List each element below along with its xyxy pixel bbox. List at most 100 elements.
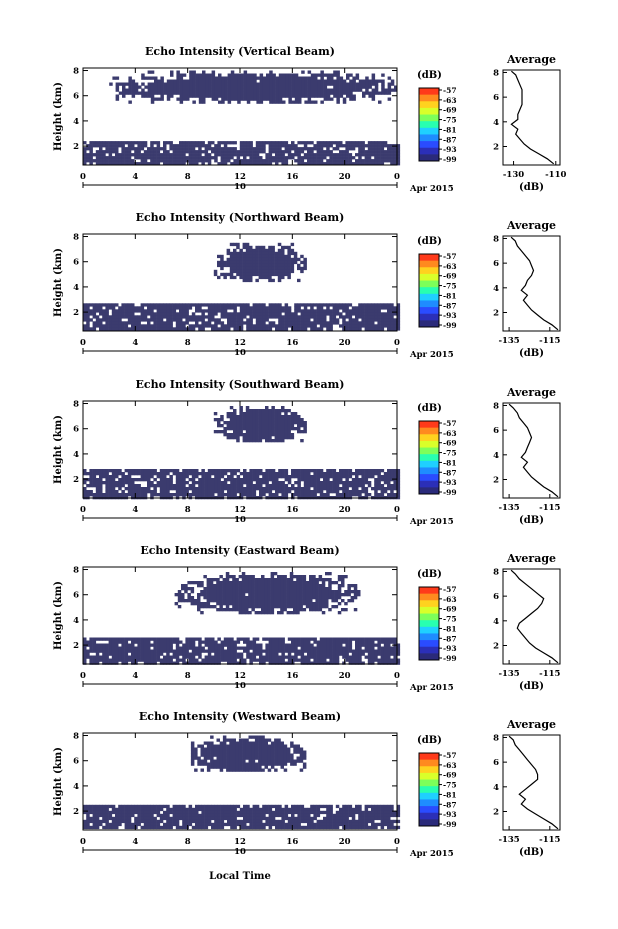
echo-cell <box>156 312 161 316</box>
echo-cell <box>102 324 106 328</box>
echo-cell <box>371 487 375 491</box>
echo-cell <box>147 324 151 328</box>
echo-cell <box>345 637 349 641</box>
echo-cell <box>307 97 312 101</box>
echo-cell <box>243 303 247 307</box>
echo-cell <box>163 85 168 89</box>
echo-cell <box>396 472 401 476</box>
echo-cell <box>274 421 279 425</box>
echo-cell <box>182 646 186 650</box>
echo-cell <box>253 97 257 101</box>
echo-cell <box>213 605 217 609</box>
echo-cell <box>230 156 234 160</box>
echo-cell <box>284 321 289 325</box>
echo-cell <box>339 481 343 485</box>
echo-cell <box>153 658 157 662</box>
echo-cell <box>300 472 305 476</box>
echo-cell <box>387 493 391 497</box>
echo-cell <box>310 643 314 647</box>
echo-cell <box>387 481 391 485</box>
echo-cell <box>211 661 215 665</box>
echo-cell <box>383 475 388 479</box>
echo-cell <box>278 472 282 476</box>
echo-cell <box>270 581 275 585</box>
echo-cell <box>105 312 109 316</box>
echo-cell <box>358 324 362 328</box>
echo-cell <box>257 584 262 588</box>
echo-cell <box>358 312 362 316</box>
echo-cell <box>275 100 280 104</box>
echo-cell <box>316 144 321 148</box>
echo-cell <box>278 141 282 145</box>
echo-cell <box>393 478 397 482</box>
echo-cell <box>159 153 164 157</box>
echo-cell <box>285 88 289 92</box>
echo-cell <box>223 484 228 488</box>
echo-cell <box>229 581 233 585</box>
echo-cell <box>92 472 97 476</box>
echo-cell <box>95 481 100 485</box>
echo-cell <box>179 156 183 160</box>
echo-cell <box>192 70 196 74</box>
echo-cell <box>305 587 310 591</box>
echo-cell <box>254 602 259 606</box>
echo-cell <box>163 141 167 145</box>
echo-cell <box>283 599 287 603</box>
echo-cell <box>195 150 199 154</box>
echo-cell <box>95 643 100 647</box>
echo-cell <box>147 643 151 647</box>
echo-cell <box>173 88 177 92</box>
echo-cell <box>268 436 272 440</box>
echo-cell <box>217 658 221 662</box>
echo-cell <box>277 602 281 606</box>
echo-cell <box>122 82 126 86</box>
echo-cell <box>396 652 401 656</box>
echo-cell <box>261 599 265 603</box>
echo-cell <box>271 487 276 491</box>
echo-cell <box>390 475 394 479</box>
echo-cell <box>223 658 228 662</box>
echo-cell <box>320 88 324 92</box>
echo-cell <box>242 266 247 271</box>
echo-cell <box>182 315 186 319</box>
echo-cell <box>216 593 220 597</box>
echo-cell <box>299 581 303 585</box>
echo-cell <box>297 147 301 151</box>
echo-cell <box>214 661 218 665</box>
echo-cell <box>339 76 344 80</box>
echo-cell <box>349 82 353 86</box>
echo-cell <box>134 487 138 491</box>
echo-cell <box>305 605 310 609</box>
echo-cell <box>319 303 324 307</box>
echo-cell <box>229 275 234 280</box>
echo-cell <box>273 605 278 609</box>
echo-cell <box>348 162 353 166</box>
echo-cell <box>316 159 321 163</box>
echo-cell <box>261 608 265 612</box>
echo-cell <box>140 490 145 494</box>
echo-cell <box>207 324 212 328</box>
echo-cell <box>222 596 227 600</box>
echo-cell <box>387 85 392 89</box>
echo-cell <box>233 415 237 419</box>
echo-cell <box>274 412 279 416</box>
echo-cell <box>310 652 314 656</box>
echo-cell <box>105 315 109 319</box>
echo-cell <box>252 652 257 656</box>
echo-cell <box>304 94 308 98</box>
echo-cell <box>296 575 300 579</box>
echo-cell <box>278 321 282 325</box>
echo-cell <box>131 88 136 92</box>
echo-cell <box>355 661 359 665</box>
echo-cell <box>277 593 281 597</box>
echo-cell <box>281 490 285 494</box>
echo-cell <box>245 260 250 265</box>
echo-cell <box>156 150 161 154</box>
echo-cell <box>245 418 250 422</box>
echo-cell <box>291 79 296 83</box>
echo-cell <box>339 88 344 92</box>
echo-cell <box>302 593 307 597</box>
echo-cell <box>293 427 298 431</box>
echo-cell <box>371 303 375 307</box>
echo-cell <box>237 97 241 101</box>
